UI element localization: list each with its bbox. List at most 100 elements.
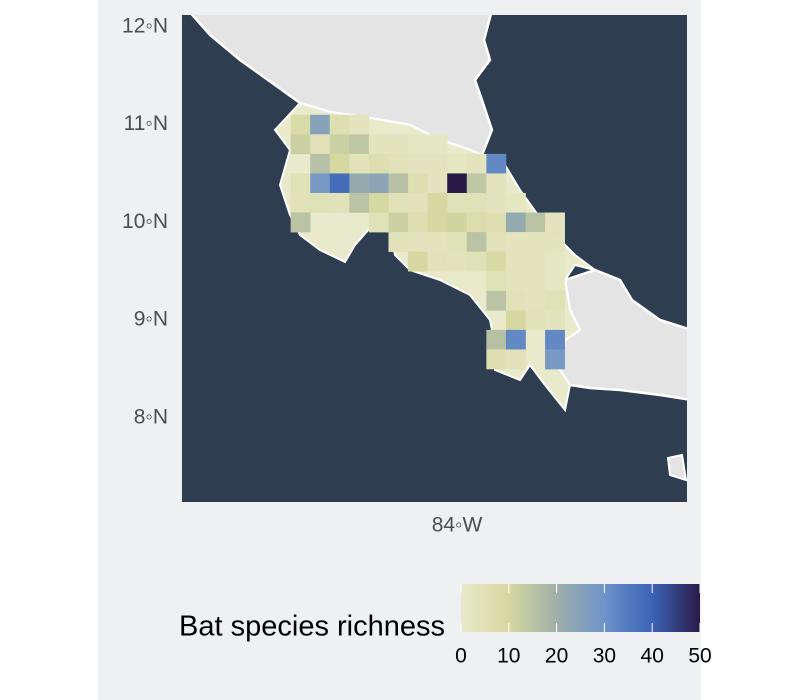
- raster-cell: [545, 232, 565, 252]
- raster-cell: [545, 212, 565, 233]
- raster-cell: [447, 192, 468, 213]
- raster-cell: [466, 153, 487, 174]
- raster-cell: [486, 173, 507, 194]
- x-tick-label: 84◦W: [432, 514, 483, 537]
- raster-cell: [388, 134, 409, 155]
- y-tick-label: 11◦N: [124, 112, 168, 135]
- raster-cell: [466, 173, 487, 194]
- raster: [290, 114, 565, 370]
- raster-cell: [486, 232, 507, 252]
- raster-cell: [447, 251, 468, 272]
- colorbar-tick-label: 10: [497, 645, 520, 668]
- raster-cell: [408, 153, 428, 174]
- y-tick-label: 9◦N: [134, 308, 168, 331]
- raster-cell: [486, 212, 507, 233]
- raster-cell: [349, 153, 370, 174]
- map-frame: [182, 15, 687, 502]
- raster-cell: [486, 290, 507, 311]
- raster-cell: [545, 349, 565, 370]
- raster-cell: [408, 134, 428, 155]
- raster-cell: [466, 192, 487, 213]
- colorbar: [461, 584, 700, 632]
- raster-cell: [447, 232, 468, 252]
- raster-cell: [505, 271, 526, 292]
- raster-cell: [486, 271, 507, 292]
- axes: 12◦N 11◦N 10◦N 9◦N 8◦N 84◦W: [122, 14, 482, 536]
- raster-cell: [329, 114, 350, 135]
- raster-cell: [427, 134, 448, 155]
- raster-cell: [486, 349, 507, 370]
- raster-cell: [486, 153, 507, 174]
- raster-cell: [447, 212, 468, 233]
- raster-cell: [525, 212, 546, 233]
- raster-cell: [505, 310, 526, 331]
- raster-cell: [368, 134, 389, 155]
- colorbar-title: Bat species richness: [179, 611, 445, 643]
- raster-cell: [349, 192, 370, 213]
- raster-cell: [290, 134, 311, 155]
- raster-cell: [427, 192, 448, 213]
- land-island: [666, 453, 687, 482]
- raster-cell: [505, 192, 526, 213]
- raster-cell: [545, 329, 565, 350]
- raster-cell: [408, 251, 428, 272]
- y-tick-label: 8◦N: [134, 405, 168, 428]
- raster-cell: [290, 114, 311, 135]
- raster-cell: [505, 290, 526, 311]
- raster-cell: [525, 290, 546, 311]
- raster-cell: [290, 212, 311, 233]
- raster-cell: [388, 173, 409, 194]
- raster-cell: [466, 232, 487, 252]
- raster-cell: [545, 290, 565, 311]
- raster-cell: [466, 212, 487, 233]
- raster-cell: [525, 232, 546, 252]
- raster-cell: [329, 153, 350, 174]
- raster-cell: [447, 153, 468, 174]
- raster-cell: [427, 173, 448, 194]
- raster-cell: [349, 173, 370, 194]
- raster-cell: [290, 192, 311, 213]
- y-tick-label: 10◦N: [122, 210, 168, 233]
- raster-cell: [545, 271, 565, 292]
- raster-cell: [290, 173, 311, 194]
- raster-cell: [447, 173, 468, 194]
- raster-cell: [427, 251, 448, 272]
- raster-cell: [388, 232, 409, 252]
- raster-cell: [408, 232, 428, 252]
- raster-cell: [310, 153, 331, 174]
- raster-cell: [427, 212, 448, 233]
- raster-cell: [388, 212, 409, 233]
- raster-cell: [310, 134, 331, 155]
- raster-cell: [329, 192, 350, 213]
- raster-cell: [525, 251, 546, 272]
- raster-cell: [349, 114, 370, 135]
- colorbar-tick-label: 40: [641, 645, 664, 668]
- raster-cell: [408, 173, 428, 194]
- colorbar-tick-label: 30: [593, 645, 616, 668]
- raster-cell: [368, 153, 389, 174]
- colorbar-tick-label: 20: [545, 645, 568, 668]
- colorbar-tick-label: 0: [455, 645, 467, 668]
- raster-cell: [427, 232, 448, 252]
- raster-cell: [545, 310, 565, 331]
- colorbar-tick-label: 50: [688, 645, 711, 668]
- raster-cell: [368, 192, 389, 213]
- raster-cell: [388, 192, 409, 213]
- raster-cell: [368, 173, 389, 194]
- raster-cell: [427, 153, 448, 174]
- raster-cell: [329, 173, 350, 194]
- raster-cell: [408, 192, 428, 213]
- raster-cell: [505, 232, 526, 252]
- raster-cell: [368, 212, 389, 233]
- raster-cell: [408, 212, 428, 233]
- raster-cell: [388, 153, 409, 174]
- raster-cell: [486, 251, 507, 272]
- raster-cell: [466, 251, 487, 272]
- raster-cell: [505, 329, 526, 350]
- raster-cell: [310, 192, 331, 213]
- raster-cell: [525, 310, 546, 331]
- y-tick-label: 12◦N: [122, 14, 168, 37]
- raster-cell: [310, 173, 331, 194]
